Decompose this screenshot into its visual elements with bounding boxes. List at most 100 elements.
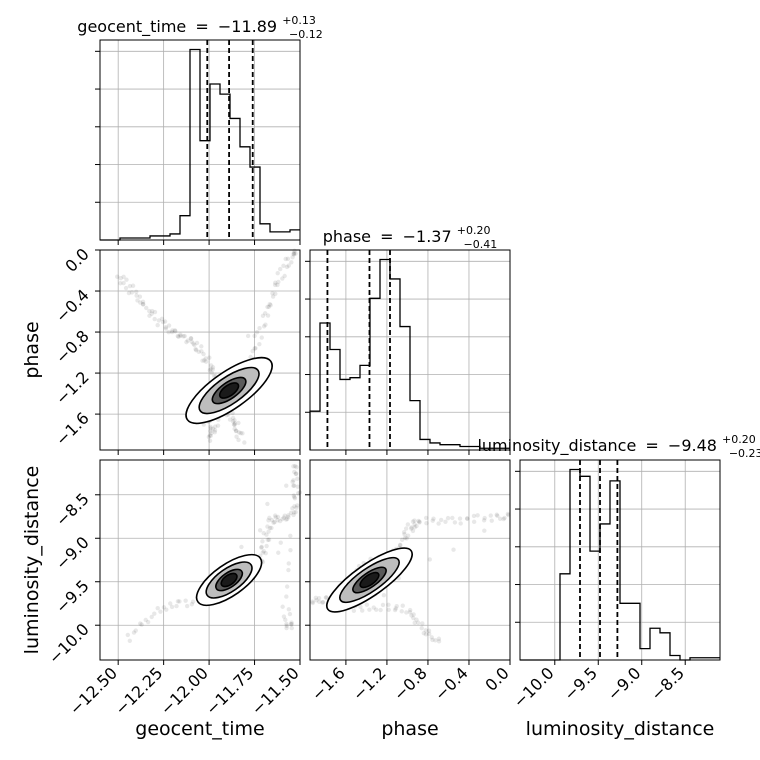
sample-point-luminosity_distance_vs_geocent_time-22-1 [284, 483, 289, 488]
sample-point-luminosity_distance_vs_geocent_time-15-2 [269, 517, 275, 523]
sample-point-phase_vs_geocent_time-5-2 [163, 326, 169, 331]
sample-point-luminosity_distance_vs_geocent_time-14-2 [267, 525, 273, 531]
sample-point-luminosity_distance_vs_phase-19-5 [378, 607, 383, 613]
sample-point-luminosity_distance_vs_geocent_time-28-0 [280, 604, 285, 609]
xticklabel-geocent_time-0: −12.50 [66, 663, 121, 718]
sample-point-luminosity_distance_vs_phase-10-4 [405, 522, 411, 527]
sample-point-luminosity_distance_vs_phase-21-4 [411, 612, 416, 617]
sample-point-phase_vs_geocent_time-1-3 [126, 290, 132, 296]
sample-point-luminosity_distance_vs_phase-15-5 [495, 513, 500, 519]
sample-point-luminosity_distance_vs_phase-24-2 [409, 613, 414, 618]
grid-geocent_time-luminosity_distance [100, 460, 301, 660]
title-luminosity_distance-plus: +0.20 [722, 433, 756, 446]
panels-group: −1.6−1.2−0.8−0.40.0−12.50−12.25−12.00−11… [45, 39, 721, 719]
sample-point-luminosity_distance_vs_phase-12-3 [424, 520, 429, 526]
sample-point-phase_vs_geocent_time-19-2 [259, 335, 264, 340]
sample-point-phase_vs_geocent_time-20-3 [262, 311, 268, 316]
sample-point-luminosity_distance_vs_geocent_time-28-4 [283, 617, 288, 623]
sample-point-phase_vs_geocent_time-2-1 [135, 298, 140, 303]
sample-point-luminosity_distance_vs_geocent_time-22-4 [239, 544, 244, 550]
xticklabel-luminosity_distance-0: −10.0 [510, 663, 558, 711]
histogram-luminosity_distance [520, 468, 720, 661]
sample-point-luminosity_distance_vs_geocent_time-13-4 [266, 537, 272, 542]
sample-point-luminosity_distance_vs_geocent_time-2-1 [164, 607, 169, 612]
sample-point-luminosity_distance_vs_phase-22-4 [419, 625, 424, 631]
sample-point-luminosity_distance_vs_phase-0-4 [316, 596, 322, 601]
sample-point-phase_vs_geocent_time-30-5 [233, 428, 239, 433]
sample-point-luminosity_distance_vs_geocent_time-14-3 [265, 524, 270, 529]
sample-point-phase_vs_geocent_time-10-1 [207, 355, 212, 360]
sample-point-luminosity_distance_vs_geocent_time-20-4 [295, 476, 300, 481]
sample-point-luminosity_distance_vs_phase-15-0 [475, 513, 480, 518]
sample-point-luminosity_distance_vs_geocent_time-21-4 [292, 463, 298, 469]
sample-point-phase_vs_geocent_time-24-1 [290, 254, 295, 260]
sample-point-phase_vs_geocent_time-22-0 [273, 280, 278, 285]
sample-point-phase_vs_geocent_time-4-0 [149, 311, 154, 316]
sample-point-luminosity_distance_vs_geocent_time-3-1 [184, 603, 190, 609]
sample-point-luminosity_distance_vs_phase-0-2 [313, 595, 319, 600]
sample-point-phase_vs_geocent_time-0-2 [121, 274, 126, 279]
sample-point-luminosity_distance_vs_geocent_time-0-0 [127, 638, 133, 643]
panel-geocent_time-phase: −1.6−1.2−0.8−0.4 0.0 [52, 244, 301, 455]
sample-point-phase_vs_geocent_time-21-2 [270, 291, 275, 296]
sample-point-luminosity_distance_vs_phase-9-2 [399, 537, 405, 543]
sample-point-phase_vs_geocent_time-11-2 [208, 366, 214, 372]
title-luminosity_distance-minus: −0.23 [729, 447, 760, 460]
sample-point-luminosity_distance_vs_phase-9-5 [405, 533, 411, 538]
sample-point-luminosity_distance_vs_geocent_time-0-4 [139, 622, 144, 627]
sample-point-phase_vs_geocent_time-4-4 [155, 322, 160, 328]
title-phase: phase = −1.37 +0.20 −0.41 [323, 219, 498, 251]
sample-point-luminosity_distance_vs_geocent_time-16-5 [284, 516, 290, 522]
sample-point-luminosity_distance_vs_geocent_time-27-2 [286, 561, 291, 566]
yticklabel-luminosity_distance-1: −9.5 [52, 576, 93, 617]
sample-point-luminosity_distance_vs_phase-1-3 [320, 600, 325, 605]
sample-point-luminosity_distance_vs_geocent_time-12-4 [261, 548, 267, 554]
sample-point-phase_vs_geocent_time-8-2 [192, 342, 197, 348]
sample-point-phase_vs_geocent_time-36-2 [207, 433, 213, 438]
sample-point-phase_vs_geocent_time-36-1 [207, 438, 213, 443]
sample-point-luminosity_distance_vs_phase-9-3 [404, 536, 409, 541]
sample-point-luminosity_distance_vs_geocent_time-19-1 [292, 496, 298, 501]
sample-point-phase_vs_geocent_time-0-4 [124, 277, 129, 282]
sample-point-phase_vs_geocent_time-37-4 [212, 430, 218, 435]
sample-point-phase_vs_geocent_time-3-1 [147, 308, 152, 314]
sample-point-luminosity_distance_vs_phase-11-3 [414, 523, 419, 529]
sample-point-phase_vs_geocent_time-9-5 [203, 356, 208, 361]
sample-point-phase_vs_geocent_time-6-2 [175, 333, 181, 339]
sample-point-phase_vs_geocent_time-18-3 [250, 348, 255, 354]
sample-point-luminosity_distance_vs_phase-24-4 [381, 592, 387, 598]
sample-point-luminosity_distance_vs_geocent_time-17-2 [283, 517, 289, 522]
sample-point-luminosity_distance_vs_geocent_time-0-5 [138, 621, 143, 626]
sample-point-luminosity_distance_vs_phase-10-2 [403, 526, 409, 531]
xticklabel-luminosity_distance-3: −8.5 [647, 663, 688, 704]
sample-point-luminosity_distance_vs_phase-19-0 [367, 607, 372, 612]
panel-luminosity_distance-luminosity_distance: −10.0 −9.5 −9.0 −8.5 [510, 459, 721, 711]
sample-point-phase_vs_geocent_time-22-5 [284, 264, 290, 270]
sample-point-luminosity_distance_vs_phase-19-4 [380, 602, 386, 608]
sample-point-luminosity_distance_vs_geocent_time-16-0 [272, 513, 278, 518]
sample-point-luminosity_distance_vs_phase-17-3 [427, 557, 433, 562]
sample-point-luminosity_distance_vs_geocent_time-28-2 [281, 614, 287, 619]
sample-point-luminosity_distance_vs_geocent_time-16-1 [280, 516, 285, 522]
sample-point-phase_vs_geocent_time-0-1 [115, 274, 120, 279]
sample-point-luminosity_distance_vs_geocent_time-16-2 [275, 518, 280, 523]
sample-point-phase_vs_geocent_time-3-3 [149, 308, 155, 314]
frame-geocent_time-luminosity_distance [99, 459, 301, 661]
sample-point-phase_vs_geocent_time-7-1 [178, 332, 183, 337]
title-luminosity_distance: luminosity_distance = −9.48 +0.20 −0.23 [477, 428, 760, 460]
sample-point-phase_vs_geocent_time-10-4 [203, 359, 209, 364]
sample-point-luminosity_distance_vs_geocent_time-2-4 [174, 603, 179, 609]
sample-point-luminosity_distance_vs_phase-21-1 [407, 607, 413, 613]
sample-point-phase_vs_geocent_time-21-3 [273, 291, 278, 297]
xticklabel-phase-1: −1.2 [349, 663, 390, 704]
sample-point-phase_vs_geocent_time-31-1 [232, 426, 237, 432]
sample-point-luminosity_distance_vs_geocent_time-0-3 [131, 630, 137, 635]
sample-point-phase_vs_geocent_time-37-3 [208, 424, 213, 429]
sample-point-phase_vs_geocent_time-20-1 [260, 313, 266, 318]
sample-point-luminosity_distance_vs_phase-11-2 [410, 519, 416, 524]
sample-point-phase_vs_geocent_time-1-0 [127, 283, 133, 289]
sample-point-phase_vs_geocent_time-37-5 [208, 426, 213, 431]
frame-phase-luminosity_distance [309, 459, 511, 661]
sample-point-phase_vs_geocent_time-22-1 [280, 276, 285, 281]
contour-luminosity_distance_vs_phase-3 [359, 571, 380, 589]
